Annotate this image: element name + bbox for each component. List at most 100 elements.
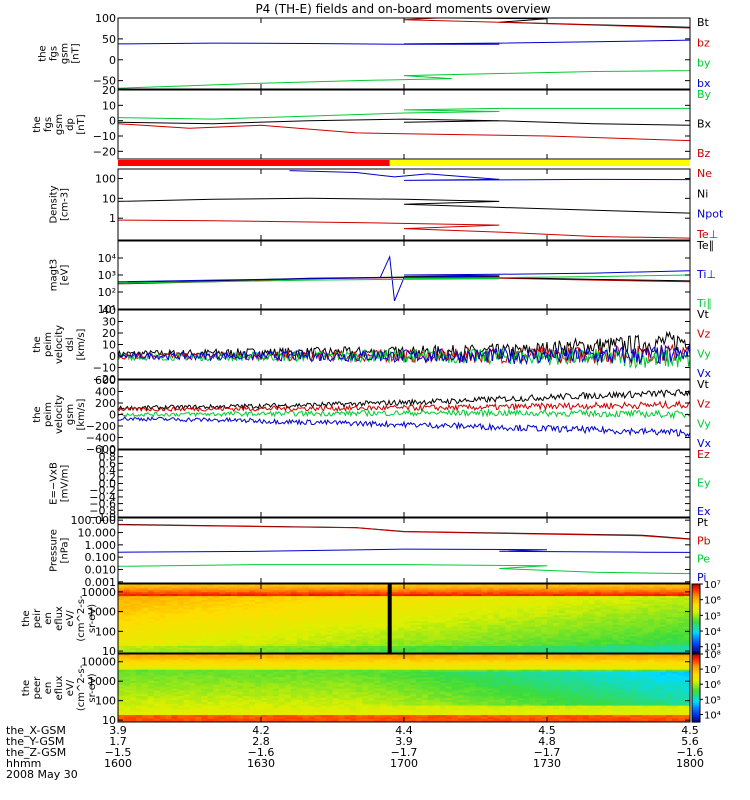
heatmap-cell [332,585,340,589]
heatmap-cell [380,589,387,593]
heatmap-cell [165,645,173,648]
heatmap-cell [487,618,494,622]
heatmap-cell [660,618,667,622]
heatmap-cell [177,631,185,635]
heatmap-cell [249,630,256,633]
heatmap-cell [231,597,238,600]
heatmap-cell [463,624,471,627]
heatmap-cell [499,587,506,591]
heatmap-cell [398,626,405,629]
heatmap-cell [499,601,506,604]
heatmap-cell [475,605,483,608]
heatmap-cell [404,637,411,641]
heatmap-cell [141,620,149,623]
heatmap-cell [201,624,208,627]
heatmap-cell [409,641,417,645]
heatmap-cell [570,628,578,631]
heatmap-cell [123,608,131,612]
heatmap-cell [171,714,179,717]
heatmap-cell [237,672,244,676]
heatmap-cell [433,624,441,627]
y-tick-label: 100 [95,12,116,25]
heatmap-cell [648,635,655,639]
heatmap-cell [183,657,191,661]
heatmap-cell [409,589,417,593]
heatmap-cell [225,720,232,722]
heatmap-cell [290,655,298,659]
heatmap-cell [213,631,220,635]
heatmap-cell [445,584,453,587]
heatmap-cell [261,689,268,693]
heatmap-cell [344,630,351,633]
heatmap-cell [213,584,220,587]
heatmap-cell [219,608,226,612]
heatmap-cell [290,624,298,627]
heatmap-cell [439,637,447,641]
heatmap-cell [409,610,417,614]
heatmap-cell [261,703,268,706]
series-Ti⊥ [118,254,690,302]
heatmap-cell [129,693,137,697]
heatmap-cell [302,701,310,704]
heatmap-cell [231,603,238,606]
heatmap-cell [249,703,256,706]
heatmap-cell [600,584,608,587]
heatmap-cell [362,616,369,620]
heatmap-cell [123,688,131,691]
y-tick-label: 1000 [88,606,116,619]
y-tick-label: 600 [95,374,116,387]
heatmap-cell [159,622,167,625]
heatmap-cell [290,605,298,608]
heatmap-cell [523,628,530,631]
heatmap-cell [129,605,137,608]
heatmap-cell [159,605,167,608]
heatmap-cell [118,599,125,602]
heatmap-cell [255,607,262,610]
heatmap-cell [678,651,685,653]
heatmap-cell [243,708,250,712]
heatmap-cell [272,705,280,708]
heatmap-cell [380,633,387,637]
heatmap-cell [451,599,459,602]
heatmap-cell [487,643,494,646]
heatmap-cell [392,612,399,616]
heatmap-cell [249,695,256,699]
heatmap-cell [266,674,274,678]
heatmap-cell [409,614,417,618]
heatmap-cell [249,682,256,685]
heatmap-cell [457,624,465,627]
heatmap-cell [332,587,340,591]
heatmap-cell [153,599,161,602]
heatmap-cell [147,597,155,600]
heatmap-cell [284,676,292,680]
y-tick-label: 0.010 [85,563,117,576]
heatmap-cell [141,705,149,708]
heatmap-cell [177,605,185,608]
heatmap-cell [159,695,167,699]
heatmap-cell [278,585,286,589]
heatmap-cell [219,628,226,631]
heatmap-cell [678,610,685,614]
heatmap-cell [195,635,203,639]
heatmap-cell [266,612,274,616]
heatmap-cell [582,607,590,610]
heatmap-cell [147,622,155,625]
heatmap-cell [368,614,375,618]
heatmap-cell [570,610,578,614]
heatmap-cell [552,601,560,604]
heatmap-cell [326,639,334,643]
heatmap-cell [290,618,298,622]
heatmap-cell [487,607,494,610]
heatmap-cell [225,589,232,593]
heatmap-cell [219,691,226,695]
heatmap-cell [558,605,566,608]
heatmap-cell [159,649,167,652]
heatmap-cell [654,649,661,652]
heatmap-cell [338,643,346,646]
series-Vy [118,347,690,369]
heatmap-cell [183,601,191,604]
heatmap-cell [463,649,471,652]
heatmap-cell [344,647,351,650]
heatmap-cell [123,626,131,629]
heatmap-cell [225,661,232,665]
